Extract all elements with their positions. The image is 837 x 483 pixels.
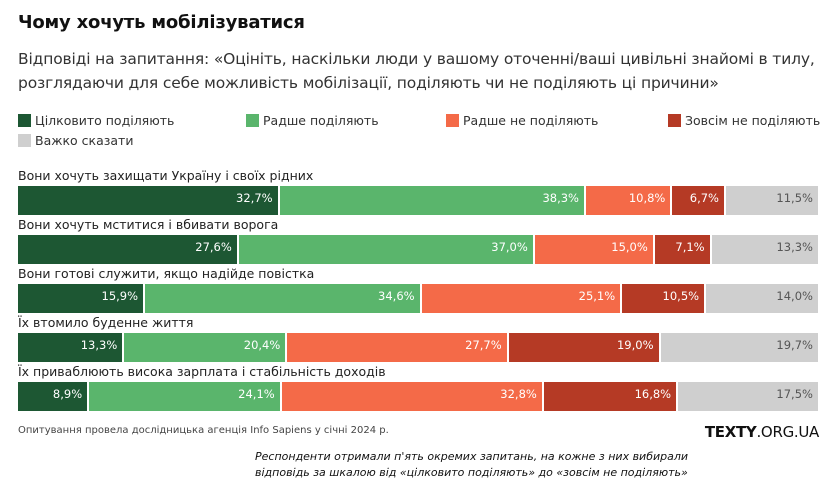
data-label: 10,5% [662, 289, 700, 303]
data-label: 19,7% [776, 338, 813, 352]
bar-segment: 24,1% [89, 382, 282, 411]
category-label: Їх втомило буденне життя [18, 315, 194, 330]
stacked-bar: 32,7% 38,3% 10,8% 6,7% 11,5% [18, 186, 818, 215]
bar-row: Їх втомило буденне життя 13,3% 20,4% 27,7% 1… [18, 315, 818, 364]
source-footnote: Опитування провела дослідницька агенція … [18, 425, 389, 436]
data-label: 25,1% [578, 289, 616, 303]
bar-segment: 15,9% [18, 284, 146, 313]
legend-label: Радше не поділяють [463, 113, 599, 128]
data-label: 14,0% [776, 289, 813, 303]
bar-row: Вони хочуть захищати Україну і своїх рід… [18, 168, 818, 217]
brand-bold: TEXTY [704, 423, 757, 441]
bar-segment: 27,6% [18, 235, 239, 264]
bar-segment: 16,8% [543, 382, 679, 411]
bar-segment: 27,7% [287, 333, 509, 362]
legend-label: Радше поділяють [263, 113, 379, 128]
legend-item: Зовсім не поділяють [668, 113, 820, 128]
bar-segment: 10,8% [585, 186, 673, 215]
stacked-bar: 15,9% 34,6% 25,1% 10,5% 14,0% [18, 284, 818, 313]
data-label: 13,3% [80, 338, 118, 352]
brand-logo: TEXTY.ORG.UA [705, 423, 819, 441]
legend-label: Важко сказати [35, 133, 134, 148]
bar-segment: 13,3% [711, 235, 818, 264]
bar-segment: 38,3% [279, 186, 586, 215]
bar-row: Вони хочуть мститися і вбивати ворога 27,… [18, 217, 818, 266]
bar-segment: 10,5% [622, 284, 707, 313]
legend: Цілковито поділяють Радше поділяють Радше … [18, 113, 828, 153]
data-label: 16,8% [634, 387, 672, 401]
data-label: 34,6% [378, 289, 415, 303]
bar-row: Їх приваблюють висока зарплата і стабіль… [18, 364, 818, 413]
bar-segment: 17,5% [678, 382, 818, 411]
stacked-bar: 8,9% 24,1% 32,8% 16,8% 17,5% [18, 382, 818, 411]
data-label: 15,9% [101, 289, 139, 303]
data-label: 27,7% [465, 338, 502, 352]
legend-swatch [18, 134, 31, 147]
data-label: 15,0% [611, 240, 648, 254]
bar-row: Вони готові служити, якщо надійде повіст… [18, 266, 818, 315]
category-label: Їх приваблюють висока зарплата і стабіль… [18, 364, 386, 379]
legend-swatch [18, 114, 31, 127]
bar-segment: 6,7% [672, 186, 726, 215]
chart-title: Чому хочуть мобілізуватися [18, 12, 305, 33]
data-label: 10,8% [628, 191, 666, 205]
legend-swatch [246, 114, 259, 127]
data-label: 27,6% [195, 240, 232, 254]
category-label: Вони хочуть захищати Україну і своїх рід… [18, 168, 314, 183]
bar-segment: 32,7% [18, 186, 280, 215]
bar-segment: 32,8% [281, 382, 544, 411]
category-label: Вони хочуть мститися і вбивати ворога [18, 217, 279, 232]
bar-segment: 8,9% [18, 382, 90, 411]
bar-segment: 19,7% [660, 333, 818, 362]
legend-label: Зовсім не поділяють [685, 113, 821, 128]
data-label: 8,9% [52, 387, 83, 401]
data-label: 7,1% [675, 240, 705, 254]
bar-segment: 34,6% [145, 284, 422, 313]
bar-segment: 11,5% [725, 186, 818, 215]
data-label: 19,0% [616, 338, 654, 352]
data-label: 32,7% [236, 191, 273, 205]
legend-label: Цілковито поділяють [35, 113, 175, 128]
legend-swatch [446, 114, 459, 127]
legend-item: Радше поділяють [246, 113, 379, 128]
bar-segment: 25,1% [421, 284, 623, 313]
chart-subtitle: Відповіді на запитання: «Оцініть, наскіл… [18, 50, 815, 92]
bar-segment: 15,0% [534, 235, 655, 264]
data-label: 24,1% [238, 387, 275, 401]
legend-item: Цілковито поділяють [18, 113, 174, 128]
data-label: 20,4% [243, 338, 281, 352]
data-label: 38,3% [542, 191, 579, 205]
legend-item: Важко сказати [18, 133, 133, 148]
bar-segment: 13,3% [18, 333, 125, 362]
data-label: 13,3% [776, 240, 813, 254]
stacked-bar: 13,3% 20,4% 27,7% 19,0% 19,7% [18, 333, 818, 362]
data-label: 32,8% [500, 387, 537, 401]
bar-segment: 19,0% [508, 333, 661, 362]
brand-rest: .ORG.UA [756, 423, 819, 441]
legend-swatch [668, 114, 681, 127]
category-label: Вони готові служити, якщо надійде повіст… [18, 266, 315, 281]
bar-segment: 37,0% [238, 235, 535, 264]
stacked-bar: 27,6% 37,0% 15,0% 7,1% 13,3% [18, 235, 818, 264]
data-label: 17,5% [776, 387, 813, 401]
legend-item: Радше не поділяють [446, 113, 598, 128]
bar-segment: 20,4% [124, 333, 288, 362]
data-label: 37,0% [491, 240, 528, 254]
data-label: 6,7% [689, 191, 719, 205]
methodology-note: Респонденти отримали п'ять окремих запит… [255, 450, 689, 479]
data-label: 11,5% [776, 191, 813, 205]
bar-segment: 14,0% [706, 284, 818, 313]
bar-segment: 7,1% [654, 235, 712, 264]
